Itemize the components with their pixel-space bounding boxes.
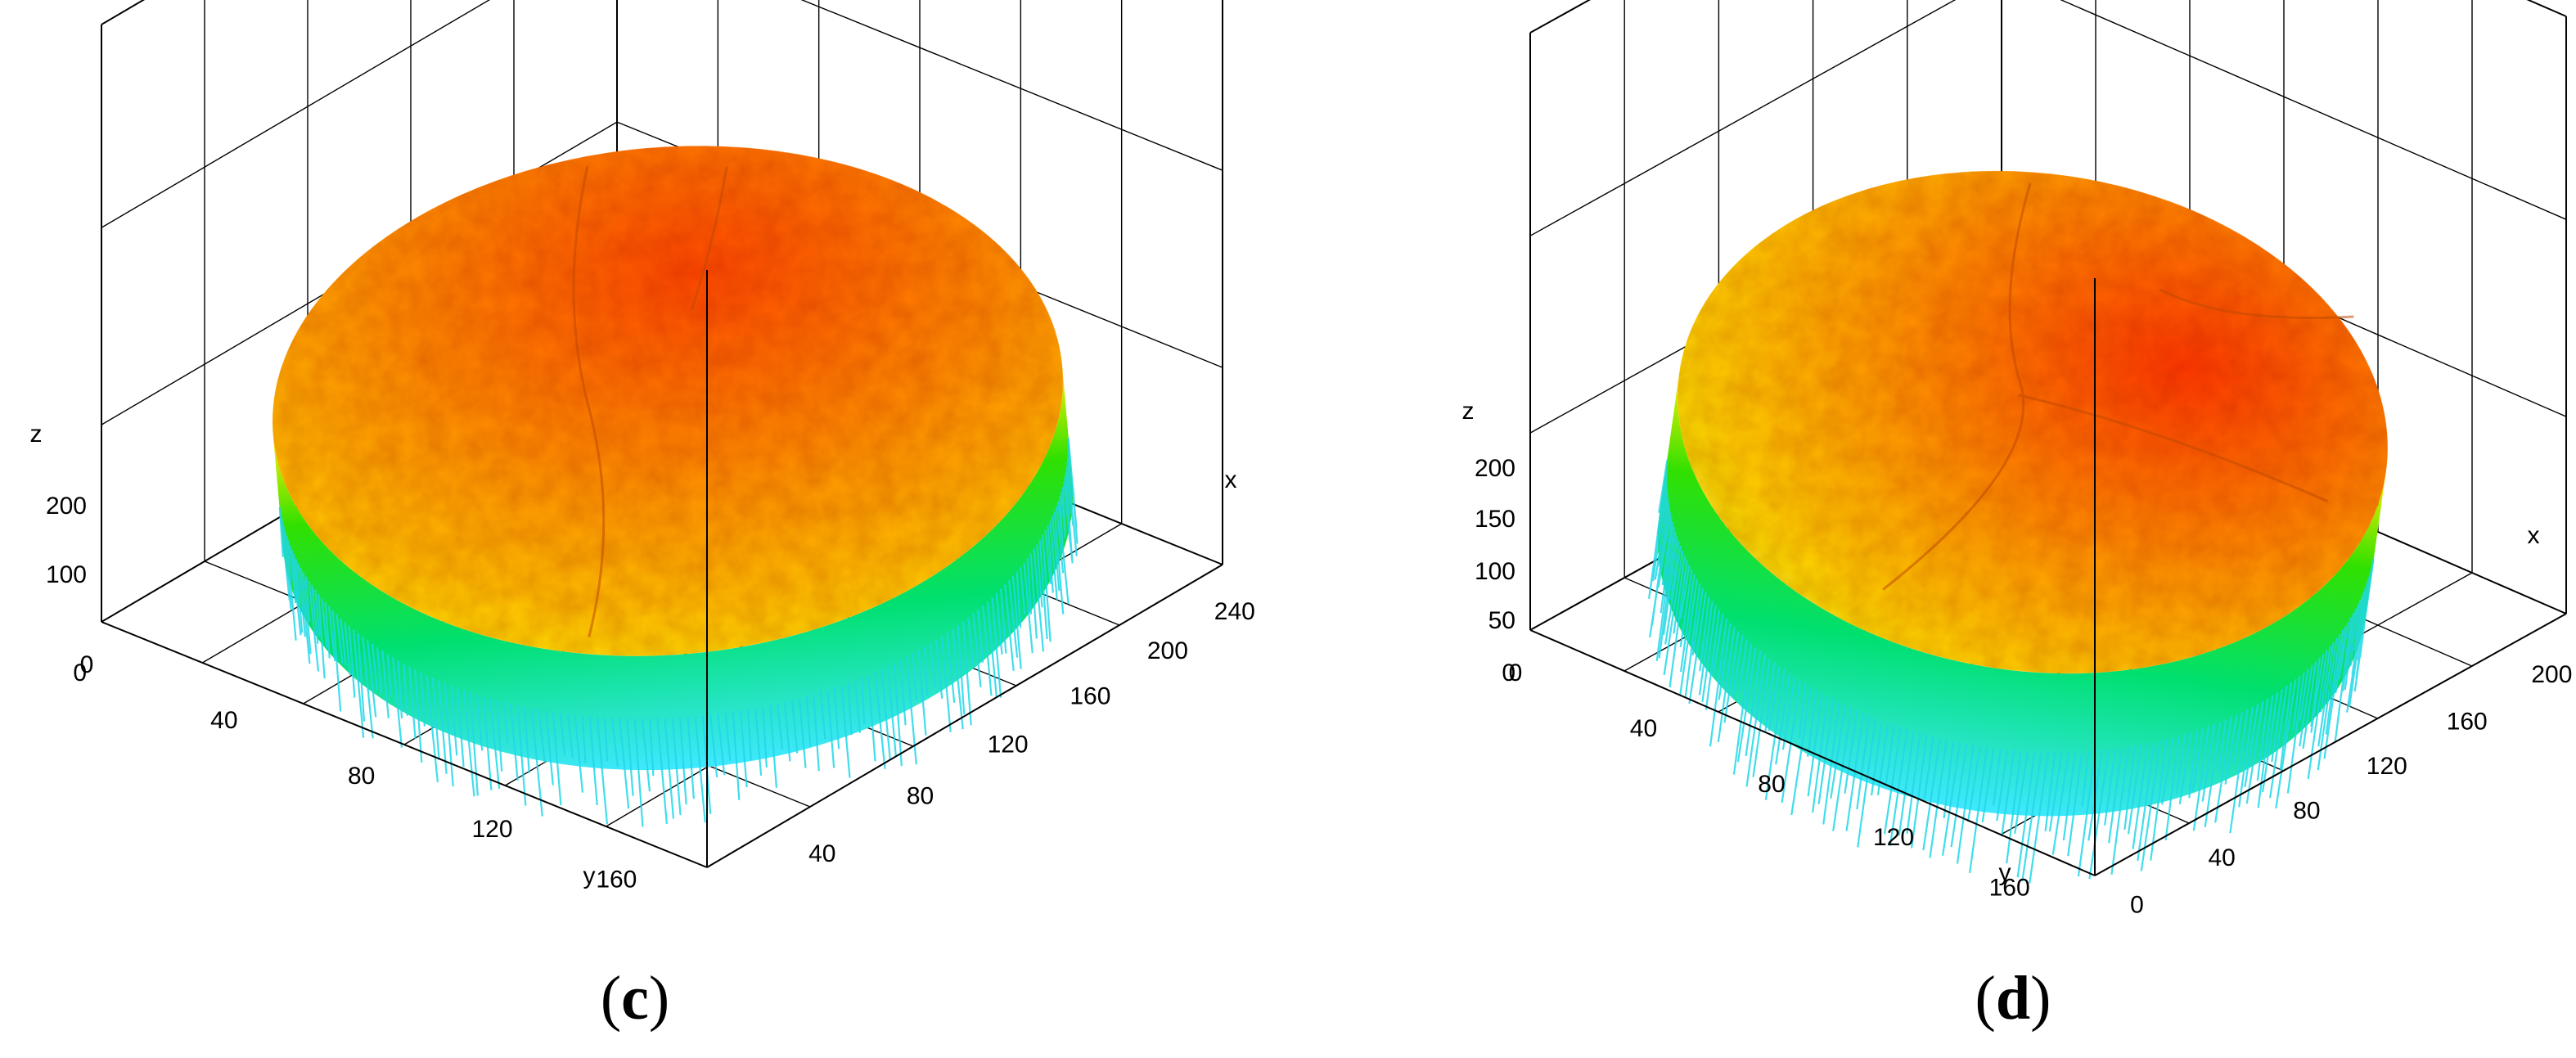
x-tick-label: 200 xyxy=(1147,637,1188,664)
panel-label: (c) xyxy=(601,964,669,1033)
x-tick-label: 80 xyxy=(2293,797,2320,824)
bounding-box-front xyxy=(1529,278,2567,876)
tick-labels: 0 40 80 120 160 0 40 80 120 160 200 0 50 100 150 200 xyxy=(1475,455,2572,919)
panel-label: (d) xyxy=(1975,964,2051,1033)
surface-cracks xyxy=(572,165,728,637)
x-tick-label: 160 xyxy=(1070,682,1110,709)
axis-names: x y z xyxy=(30,421,1237,889)
x-tick-label: 160 xyxy=(2447,709,2488,736)
y-tick-label: 120 xyxy=(471,816,512,843)
y-tick-label: 160 xyxy=(596,866,637,893)
x-tick-label: 40 xyxy=(808,840,835,867)
y-tick-label: 120 xyxy=(1873,824,1914,851)
x-tick-label: 40 xyxy=(2209,844,2236,871)
z-axis-label: z xyxy=(1462,398,1475,425)
x-axis-label: x xyxy=(2528,522,2540,549)
x-tick-label: 0 xyxy=(2130,892,2144,919)
surface-cracks xyxy=(1882,182,2354,591)
y-tick-label: 0 xyxy=(1509,660,1523,687)
z-tick-label: 100 xyxy=(1475,558,1515,585)
bounding-box-front xyxy=(101,270,1223,868)
y-tick-label: 160 xyxy=(1989,874,2030,901)
y-axis-label: y xyxy=(583,862,596,889)
panel-c: 0 40 80 120 160 40 80 120 160 200 240 0 100 200 x y z (c) xyxy=(30,0,1255,1033)
z-tick-label: 200 xyxy=(1475,455,1515,482)
y-tick-label: 80 xyxy=(348,763,375,790)
y-tick-label: 40 xyxy=(210,707,237,734)
x-axis-label: x xyxy=(1225,466,1237,493)
z-tick-label: 100 xyxy=(46,561,87,588)
surface-top xyxy=(272,146,1063,656)
tick-labels: 0 40 80 120 160 40 80 120 160 200 240 0 100 200 xyxy=(46,493,1255,893)
x-tick-label: 200 xyxy=(2531,661,2572,688)
y-tick-label: 80 xyxy=(1758,771,1785,798)
y-tick-label: 40 xyxy=(1630,715,1657,742)
z-tick-label: 150 xyxy=(1475,506,1515,533)
surface-top xyxy=(1678,170,2388,674)
panel-d: 0 40 80 120 160 0 40 80 120 160 200 0 50 100 150 200 x y z… xyxy=(1462,0,2572,1033)
surface-wall xyxy=(1647,372,2386,884)
surface xyxy=(1647,170,2388,884)
z-tick-label: 50 xyxy=(1488,607,1515,634)
axis-names: x y z xyxy=(1462,398,2540,886)
x-tick-label: 80 xyxy=(907,783,934,810)
z-axis-label: z xyxy=(30,421,43,448)
y-tick-label: 0 xyxy=(80,651,94,678)
surface xyxy=(272,146,1079,827)
z-tick-label: 200 xyxy=(46,493,87,520)
surface-wall xyxy=(272,366,1079,827)
x-tick-label: 240 xyxy=(1214,598,1255,625)
x-tick-label: 120 xyxy=(2367,753,2407,780)
z-tick-label: 0 xyxy=(73,660,87,687)
z-tick-label: 0 xyxy=(1502,660,1515,687)
x-tick-label: 120 xyxy=(988,732,1029,759)
y-axis-label: y xyxy=(1999,859,2011,886)
